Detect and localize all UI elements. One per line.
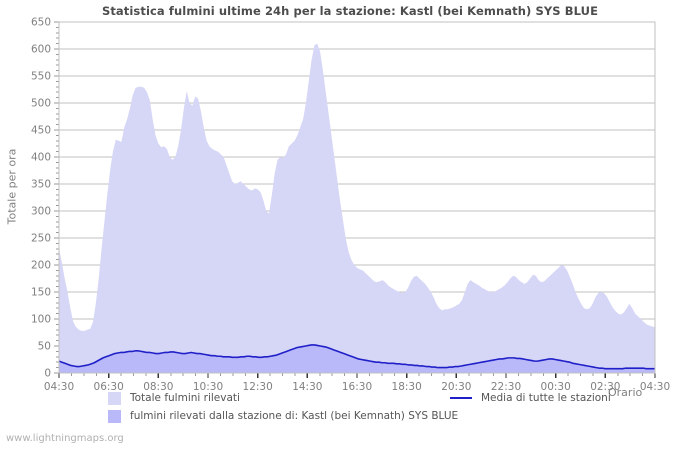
watermark: www.lightningmaps.org <box>6 433 124 444</box>
svg-text:400: 400 <box>31 152 51 164</box>
legend-item-total: Totale fulmini rilevati <box>108 390 240 406</box>
svg-text:08:30: 08:30 <box>143 381 173 393</box>
legend-swatch-total-icon <box>108 391 121 405</box>
legend-label-average: Media di tutte le stazioni <box>481 392 611 404</box>
legend-swatch-station-icon <box>108 409 121 423</box>
chart-title: Statistica fulmini ultime 24h per la sta… <box>101 4 599 18</box>
svg-text:50: 50 <box>38 341 51 353</box>
svg-text:350: 350 <box>31 179 51 191</box>
svg-text:20:30: 20:30 <box>441 381 471 393</box>
legend-item-station: fulmini rilevati dalla stazione di: Kast… <box>108 408 458 424</box>
svg-text:02:30: 02:30 <box>590 381 620 393</box>
svg-text:250: 250 <box>31 233 51 245</box>
legend-item-average: Media di tutte le stazioni <box>450 390 611 406</box>
svg-text:10:30: 10:30 <box>193 381 223 393</box>
svg-text:16:30: 16:30 <box>342 381 372 393</box>
svg-text:550: 550 <box>31 71 51 83</box>
svg-text:12:30: 12:30 <box>243 381 273 393</box>
svg-text:06:30: 06:30 <box>94 381 124 393</box>
x-axis-title: Orario <box>608 386 643 399</box>
svg-text:500: 500 <box>31 98 51 110</box>
legend-label-station: fulmini rilevati dalla stazione di: Kast… <box>130 410 459 422</box>
legend-line-average-icon <box>450 397 472 399</box>
svg-text:300: 300 <box>31 206 51 218</box>
svg-text:04:30: 04:30 <box>44 381 74 393</box>
svg-text:100: 100 <box>31 314 51 326</box>
svg-text:22:30: 22:30 <box>491 381 521 393</box>
svg-text:200: 200 <box>31 260 51 272</box>
svg-text:650: 650 <box>31 17 51 29</box>
chart-legend: Totale fulmini rilevati fulmini rilevati… <box>0 388 700 428</box>
svg-text:04:30: 04:30 <box>640 381 670 393</box>
svg-text:00:30: 00:30 <box>541 381 571 393</box>
svg-text:600: 600 <box>31 44 51 56</box>
svg-text:450: 450 <box>31 125 51 137</box>
legend-label-total: Totale fulmini rilevati <box>130 392 240 404</box>
svg-text:0: 0 <box>44 368 51 380</box>
svg-text:18:30: 18:30 <box>392 381 422 393</box>
svg-text:14:30: 14:30 <box>292 381 322 393</box>
svg-text:150: 150 <box>31 287 51 299</box>
